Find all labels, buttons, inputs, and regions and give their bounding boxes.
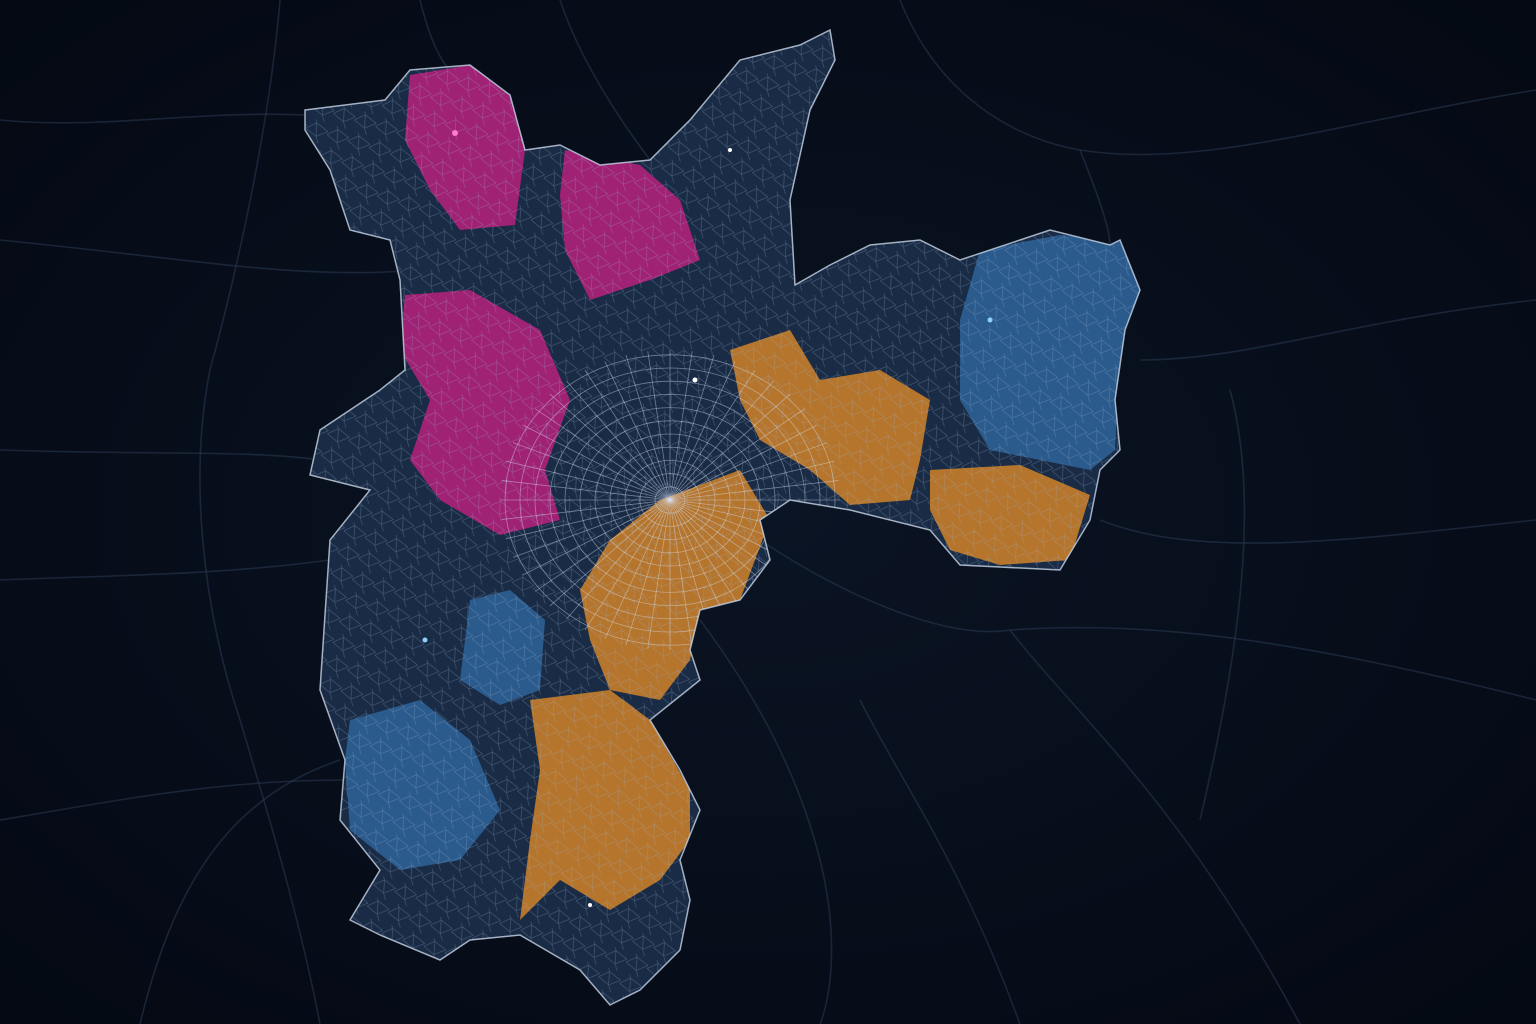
web-spoke <box>669 351 693 501</box>
web-spoke <box>669 442 828 501</box>
web-ring <box>519 367 821 633</box>
web-spoke <box>669 369 756 501</box>
web-spoke <box>549 393 671 501</box>
web-spoke <box>669 354 715 501</box>
hub <box>452 130 458 136</box>
road <box>759 539 1536 701</box>
web-spoke <box>669 393 791 501</box>
web-ring <box>654 486 686 514</box>
hub <box>728 148 732 152</box>
web-spoke <box>505 499 671 540</box>
hub <box>422 637 428 643</box>
web-spoke <box>604 499 671 639</box>
web-spoke <box>501 499 671 520</box>
web-spoke <box>625 354 671 501</box>
web-spoke <box>566 380 671 501</box>
web-ring <box>564 407 776 593</box>
web-spoke <box>522 499 671 576</box>
web-spoke <box>669 460 835 501</box>
road <box>859 699 1021 1024</box>
hub-points <box>422 130 993 907</box>
road <box>0 113 306 124</box>
web-spoke <box>534 499 671 592</box>
web-spoke <box>522 424 671 501</box>
hub <box>588 903 592 907</box>
web-ring <box>639 473 701 527</box>
web-spoke <box>647 351 671 501</box>
web-spoke <box>534 408 671 501</box>
road <box>559 0 651 161</box>
web-spoke <box>584 499 671 631</box>
web-ring <box>609 446 731 554</box>
road <box>1199 389 1246 821</box>
web-spoke <box>549 499 671 607</box>
road <box>0 779 346 821</box>
road <box>199 0 321 1024</box>
hub <box>987 317 993 323</box>
road <box>0 449 321 461</box>
hub <box>692 377 698 383</box>
web-ring <box>624 459 716 540</box>
road <box>1139 299 1536 361</box>
road <box>0 239 421 274</box>
road <box>139 759 341 1024</box>
web-spoke <box>647 499 671 649</box>
web-ring <box>594 433 746 567</box>
web-spoke <box>669 408 806 501</box>
web-spoke <box>669 361 736 501</box>
web-spoke <box>604 361 671 501</box>
web-spoke <box>669 380 774 501</box>
web-spoke <box>512 499 671 558</box>
road <box>699 619 833 1024</box>
web-ring <box>504 354 836 646</box>
web-spoke <box>505 460 671 501</box>
road <box>1009 629 1301 1024</box>
road <box>1099 519 1536 544</box>
road <box>0 559 331 581</box>
road <box>1079 149 1111 246</box>
web-spoke <box>512 442 671 501</box>
web-ring <box>579 420 761 580</box>
web-spoke <box>501 480 671 501</box>
web-spoke <box>625 499 671 646</box>
web-spoke <box>669 424 818 501</box>
road <box>899 0 1536 156</box>
web-spoke <box>584 369 671 501</box>
web-ring <box>534 380 806 620</box>
web-spoke <box>566 499 671 620</box>
web-spoke <box>669 480 839 501</box>
web-spoke <box>669 499 693 649</box>
